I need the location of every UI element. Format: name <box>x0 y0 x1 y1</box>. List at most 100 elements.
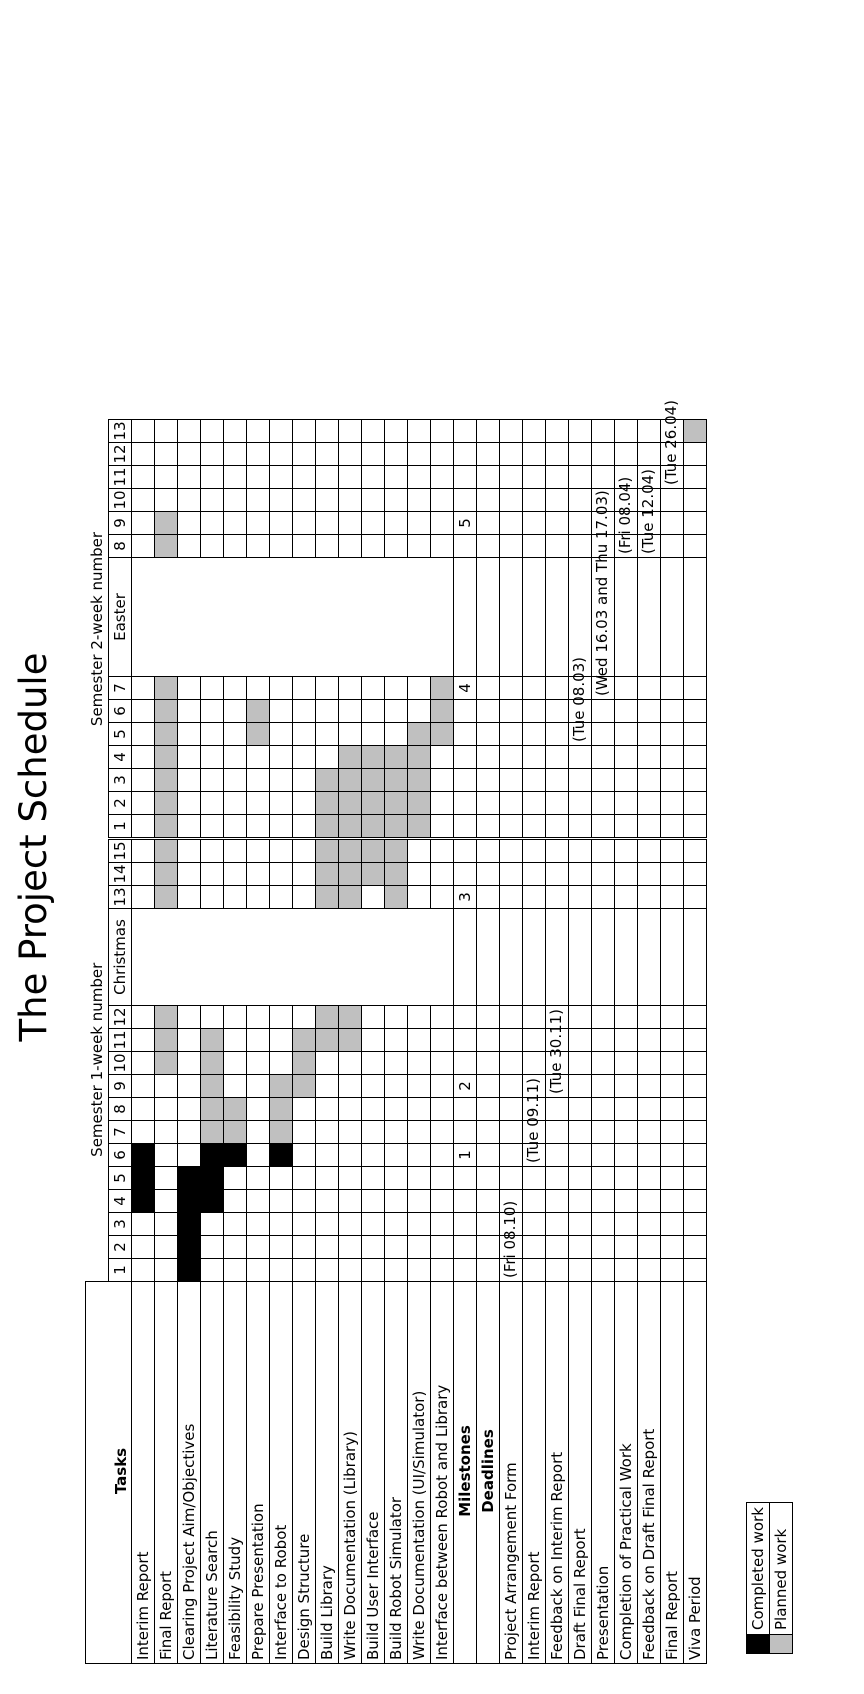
completed-cell <box>200 1166 223 1190</box>
empty-cell <box>660 1189 683 1213</box>
empty-cell <box>545 1212 568 1236</box>
empty-cell <box>131 1212 154 1236</box>
empty-cell <box>476 1212 499 1236</box>
empty-cell <box>177 465 200 489</box>
empty-cell <box>200 745 223 769</box>
empty-cell <box>269 676 292 700</box>
week-number: 11 <box>108 1028 131 1052</box>
empty-cell <box>660 814 683 839</box>
week-number: 1 <box>108 1258 131 1282</box>
empty-cell <box>430 488 453 512</box>
task-label: Interface between Robot and Library <box>430 1281 453 1664</box>
empty-cell <box>683 814 706 839</box>
empty-cell <box>568 908 591 1006</box>
empty-cell <box>660 442 683 466</box>
empty-cell <box>315 1235 338 1259</box>
completed-cell <box>131 1143 154 1167</box>
planned-cell <box>154 838 177 863</box>
empty-cell <box>269 1212 292 1236</box>
empty-cell <box>683 557 706 677</box>
planned-cell <box>384 885 407 909</box>
empty-cell <box>246 1005 269 1029</box>
task-label: Interface to Robot <box>269 1281 292 1664</box>
empty-cell <box>591 1258 614 1282</box>
empty-cell <box>591 442 614 466</box>
empty-cell <box>246 862 269 886</box>
empty-cell <box>545 862 568 886</box>
empty-cell <box>453 814 476 839</box>
empty-cell <box>637 768 660 792</box>
empty-cell <box>315 419 338 443</box>
empty-cell <box>522 1097 545 1121</box>
empty-cell <box>568 699 591 723</box>
empty-cell <box>269 745 292 769</box>
empty-cell <box>430 1005 453 1029</box>
planned-cell <box>361 838 384 863</box>
task-label: Prepare Presentation <box>246 1281 269 1664</box>
empty-cell <box>614 465 637 489</box>
empty-cell <box>476 814 499 839</box>
empty-cell <box>131 465 154 489</box>
milestone-marker: 3 <box>453 885 476 909</box>
empty-cell <box>499 1051 522 1075</box>
empty-cell <box>614 1005 637 1029</box>
empty-cell <box>292 1166 315 1190</box>
empty-cell <box>568 1074 591 1098</box>
empty-cell <box>522 1235 545 1259</box>
empty-cell <box>614 557 637 677</box>
empty-cell <box>522 885 545 909</box>
empty-cell <box>660 419 683 443</box>
semester2-header: Semester 2-week number <box>85 419 108 839</box>
empty-cell <box>407 1212 430 1236</box>
empty-cell <box>315 1166 338 1190</box>
empty-cell <box>223 419 246 443</box>
empty-cell <box>545 722 568 746</box>
empty-cell <box>407 1143 430 1167</box>
empty-cell <box>614 814 637 839</box>
empty-cell <box>338 1074 361 1098</box>
planned-cell <box>338 791 361 815</box>
week-number: 13 <box>108 419 131 443</box>
empty-cell <box>407 1005 430 1029</box>
week-number: 8 <box>108 534 131 558</box>
empty-cell <box>269 465 292 489</box>
empty-cell <box>223 511 246 535</box>
empty-cell <box>131 442 154 466</box>
empty-cell <box>223 1212 246 1236</box>
empty-cell <box>407 1074 430 1098</box>
empty-cell <box>430 1051 453 1075</box>
empty-cell <box>637 1143 660 1167</box>
empty-cell <box>246 885 269 909</box>
empty-cell <box>476 1028 499 1052</box>
empty-cell <box>292 676 315 700</box>
empty-cell <box>223 488 246 512</box>
legend-completed-label: Completed work <box>746 1502 770 1635</box>
empty-cell <box>660 511 683 535</box>
empty-cell <box>683 1166 706 1190</box>
planned-cell <box>338 838 361 863</box>
planned-cell <box>338 885 361 909</box>
week-number: 2 <box>108 791 131 815</box>
semester1-header: Semester 1-week number <box>85 838 108 1282</box>
empty-cell <box>246 1143 269 1167</box>
empty-cell <box>499 768 522 792</box>
empty-cell <box>315 534 338 558</box>
empty-cell <box>292 442 315 466</box>
completed-cell <box>131 1166 154 1190</box>
empty-cell <box>453 838 476 863</box>
planned-cell <box>361 814 384 839</box>
week-number: 1 <box>108 814 131 839</box>
empty-cell <box>338 722 361 746</box>
task-label: Build Robot Simulator <box>384 1281 407 1664</box>
empty-cell <box>384 488 407 512</box>
empty-cell <box>591 1189 614 1213</box>
empty-cell <box>361 465 384 489</box>
empty-cell <box>660 488 683 512</box>
planned-cell <box>200 1097 223 1121</box>
week-number: 9 <box>108 511 131 535</box>
empty-cell <box>246 676 269 700</box>
planned-cell <box>154 1005 177 1029</box>
empty-cell <box>522 814 545 839</box>
empty-cell <box>292 1212 315 1236</box>
empty-cell <box>591 1235 614 1259</box>
